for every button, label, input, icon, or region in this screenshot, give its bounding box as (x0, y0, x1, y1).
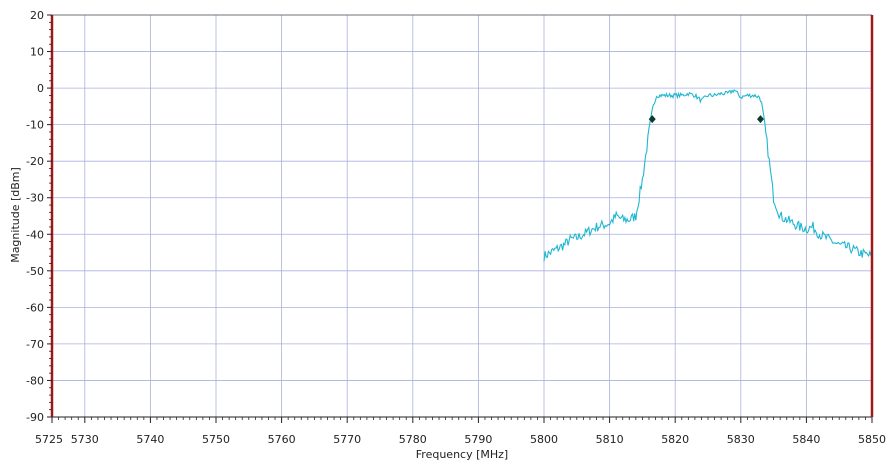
x-tick-label: 5820 (661, 433, 689, 446)
y-tick-label: -90 (26, 411, 44, 424)
x-tick-label: 5740 (136, 433, 164, 446)
y-tick-label: -70 (26, 338, 44, 351)
x-tick-label: 5750 (202, 433, 230, 446)
y-tick-label: -20 (26, 155, 44, 168)
y-tick-label: 20 (30, 9, 44, 22)
x-tick-label: 5760 (268, 433, 296, 446)
y-tick-label: -30 (26, 192, 44, 205)
x-tick-label: 5830 (727, 433, 755, 446)
x-tick-label: 5790 (464, 433, 492, 446)
x-tick-label: 5780 (399, 433, 427, 446)
x-axis-title: Frequency [MHz] (416, 448, 508, 461)
x-tick-label: 5770 (333, 433, 361, 446)
x-tick-label: 5800 (530, 433, 558, 446)
x-tick-label: 5840 (792, 433, 820, 446)
y-axis-title: Magnitude [dBm] (9, 167, 22, 263)
y-tick-label: -60 (26, 301, 44, 314)
x-tick-label: 5730 (71, 433, 99, 446)
y-tick-label: -10 (26, 119, 44, 132)
y-tick-label: -80 (26, 374, 44, 387)
x-tick-label: 5850 (858, 433, 886, 446)
x-tick-label: 5725 (35, 433, 63, 446)
y-tick-label: -50 (26, 265, 44, 278)
y-tick-label: 0 (37, 82, 44, 95)
y-tick-label: -40 (26, 228, 44, 241)
y-tick-label: 10 (30, 46, 44, 59)
x-tick-label: 5810 (596, 433, 624, 446)
